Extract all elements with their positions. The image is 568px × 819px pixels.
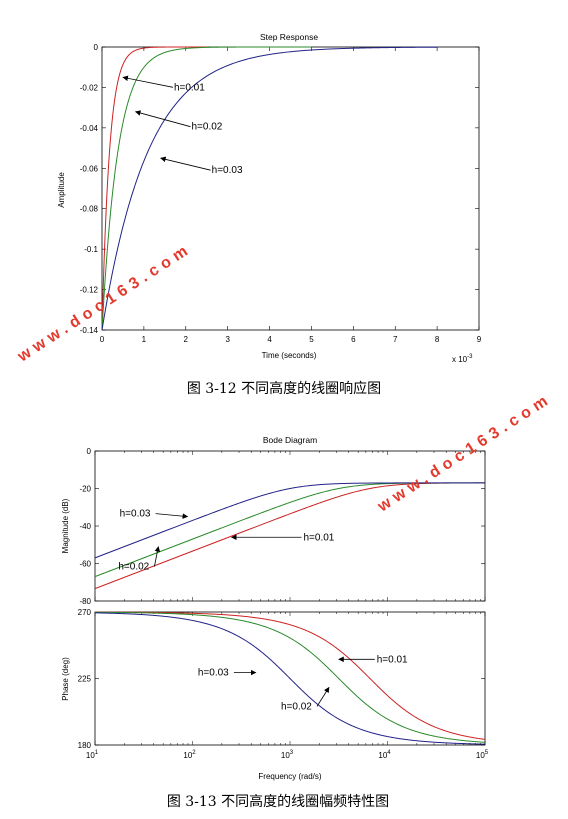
- x-tick-label: 102: [183, 750, 196, 760]
- annotation-arrow: [160, 156, 211, 171]
- x-tick-label: 4: [267, 335, 272, 344]
- annotation-arrow: [134, 110, 191, 128]
- y-tick-label: -0.04: [80, 124, 99, 133]
- series-line-h=0.03: [101, 46, 438, 331]
- magnitude-series-lines: [94, 482, 485, 590]
- annotation-label: h=0.02: [118, 562, 149, 573]
- magnitude-y-ticks: 0 -20 -40 -60 -80: [79, 447, 485, 606]
- annotation-label: h=0.02: [192, 122, 223, 133]
- y-tick-label: -0.08: [80, 205, 99, 214]
- annotation-arrow: [316, 686, 330, 707]
- annotation-label: h=0.03: [212, 165, 243, 176]
- annotation-label: h=0.01: [377, 654, 408, 665]
- annotation-arrow: [153, 546, 161, 567]
- series-line-h=0.02: [101, 46, 312, 331]
- annotation-label: h=0.03: [120, 509, 151, 520]
- annotation-label: h=0.03: [198, 668, 229, 679]
- y-tick-label: 0: [87, 447, 92, 456]
- magnitude-line-h=0.01: [94, 482, 485, 590]
- x-tick-label: 6: [351, 335, 356, 344]
- y-tick-label: -0.02: [80, 83, 99, 92]
- phase-line-h=0.02: [95, 611, 486, 743]
- x-axis-label: Time (seconds): [262, 351, 317, 360]
- x-tick-label: 101: [86, 750, 99, 760]
- x-tick-labels: 0 1 2 3 4 5 6 7 8 9: [100, 47, 482, 344]
- y-tick-label: -0.14: [80, 326, 99, 335]
- watermark: www.doc163.com: [374, 390, 555, 516]
- phase-line-h=0.03: [94, 612, 486, 745]
- y-tick-label: 270: [78, 608, 92, 617]
- x-tick-label: 9: [477, 335, 482, 344]
- x-tick-label: 1: [142, 335, 147, 344]
- y-tick-label: -60: [79, 560, 91, 569]
- x-tick-label: 8: [435, 335, 440, 344]
- annotation-label: h=0.01: [304, 532, 335, 543]
- y-axis-label: Amplitude: [57, 172, 66, 208]
- y-tick-label: 180: [78, 741, 92, 750]
- annotations: h=0.01 h=0.02 h=0.03: [122, 75, 243, 176]
- y-tick-label: -80: [79, 597, 91, 606]
- x-tick-label: 7: [393, 335, 398, 344]
- x-exponent-label: x 10-3: [452, 354, 473, 364]
- x-tick-label: 104: [378, 750, 391, 760]
- y-tick-label: -0.1: [84, 245, 98, 254]
- frequency-x-ticks: 101 102 103 104 105: [86, 451, 489, 760]
- annotation-arrow: [122, 75, 174, 88]
- y-tick-label: 0: [94, 43, 99, 52]
- y-tick-label: -0.06: [80, 164, 99, 173]
- y-tick-labels: 0 -0.02 -0.04 -0.06 -0.08 -0.1 -0.12 -0.14: [80, 43, 479, 335]
- chart-title: Step Response: [260, 32, 318, 42]
- chart-title: Bode Diagram: [263, 435, 317, 445]
- step-response-chart: Step Response 0 -0.02 -0.04 -0.06 -0.08 -0.1 -…: [57, 32, 482, 364]
- x-tick-label: 103: [281, 750, 294, 760]
- y-tick-label: -20: [79, 485, 91, 494]
- x-axis-label: Frequency (rad/s): [258, 772, 321, 781]
- y-tick-label: 225: [78, 675, 92, 684]
- figure-caption-2: 图 3-13 不同高度的线圈幅频特性图: [167, 793, 389, 810]
- phase-line-h=0.01: [95, 611, 486, 740]
- annotations: h=0.03 h=0.01 h=0.02 h=0.01 h=0.03 h=0.02: [118, 509, 408, 713]
- phase-y-ticks: 270 225 180: [78, 608, 485, 750]
- x-tick-label: 0: [100, 335, 105, 344]
- figure-caption-1: 图 3-12 不同高度的线圈响应图: [187, 380, 381, 397]
- x-tick-label: 5: [309, 335, 314, 344]
- series-line-h=0.01: [101, 46, 207, 331]
- annotation-label: h=0.01: [174, 82, 205, 93]
- x-tick-label: 105: [476, 750, 489, 760]
- bode-diagram: Bode Diagram 0 -20 -40 -60 -80 270 225 180 101…: [61, 435, 489, 781]
- phase-y-label: Phase (deg): [61, 657, 70, 701]
- magnitude-line-h=0.02: [94, 482, 485, 578]
- y-tick-label: -0.12: [80, 286, 99, 295]
- x-tick-label: 3: [225, 335, 230, 344]
- series-lines: [101, 46, 438, 331]
- annotation-arrow: [155, 513, 189, 519]
- magnitude-line-h=0.03: [94, 482, 485, 559]
- y-tick-label: -40: [79, 522, 91, 531]
- plot-frame: [101, 46, 480, 331]
- x-tick-label: 2: [184, 335, 189, 344]
- phase-series-lines: [94, 611, 486, 745]
- magnitude-y-label: Magnitude (dB): [61, 498, 70, 553]
- annotation-label: h=0.02: [281, 701, 312, 712]
